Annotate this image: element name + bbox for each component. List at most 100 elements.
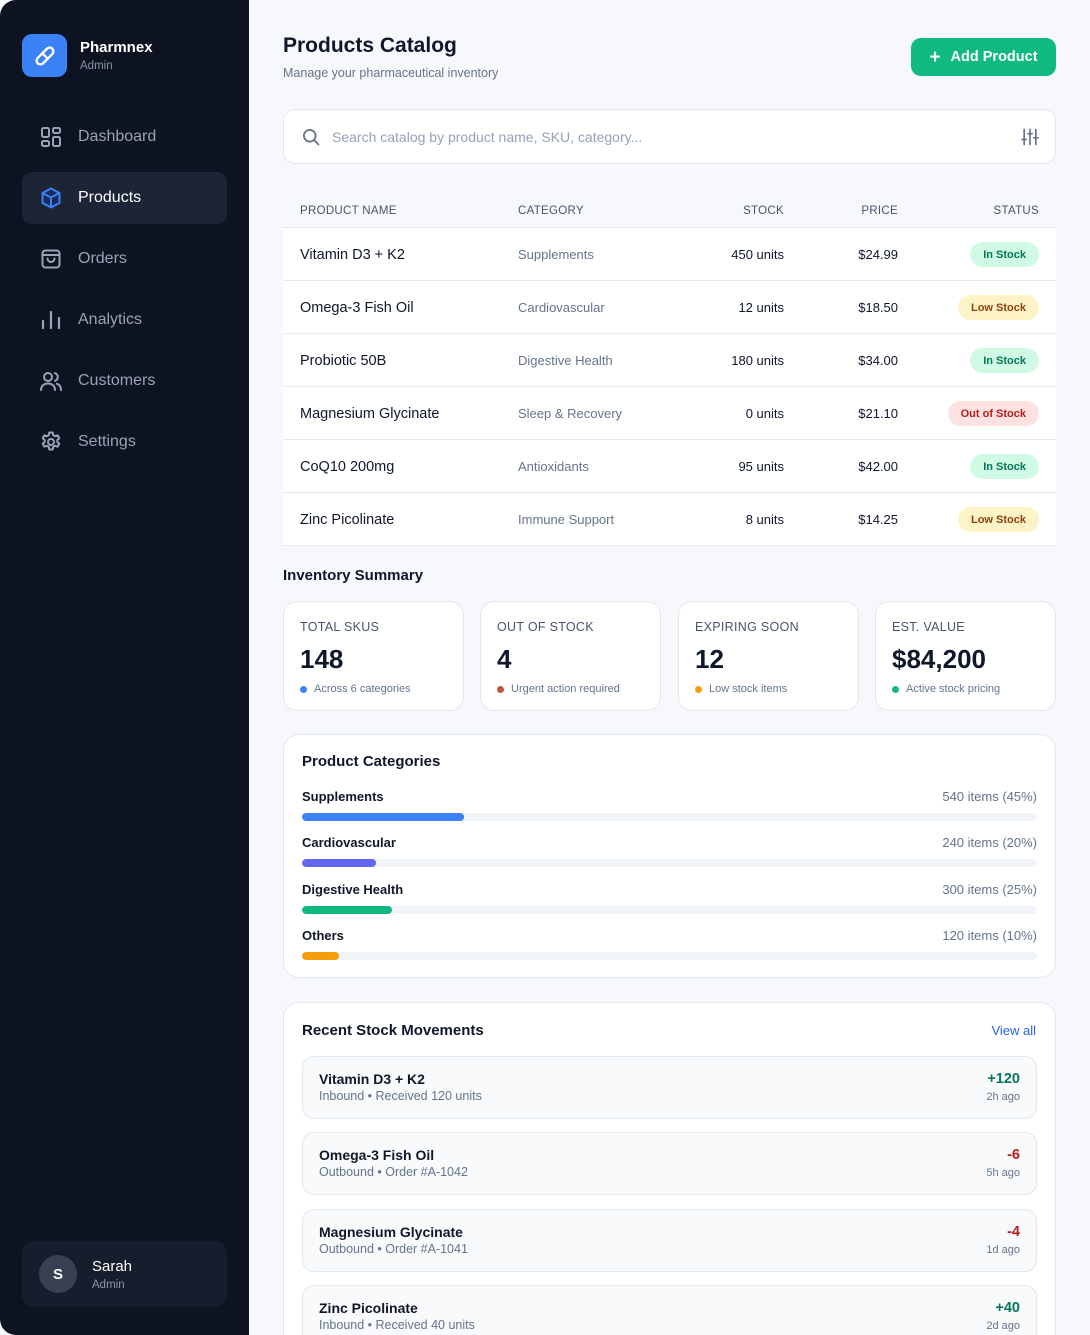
progress-fill — [302, 906, 393, 914]
product-stock: 95 units — [738, 459, 784, 474]
column-header-category[interactable]: CATEGORY — [518, 205, 584, 217]
status-badge: In Stock — [970, 454, 1039, 479]
movement-item[interactable]: Omega-3 Fish Oil Outbound • Order #A-104… — [302, 1132, 1037, 1195]
sidebar-item-analytics[interactable]: Analytics — [22, 294, 227, 346]
status-dot — [892, 685, 899, 693]
column-header-price[interactable]: PRICE — [861, 205, 898, 217]
product-price: $18.50 — [858, 300, 898, 315]
table-row[interactable]: Omega-3 Fish Oil Cardiovascular 12 units… — [283, 281, 1056, 334]
sidebar-item-dashboard[interactable]: Dashboard — [22, 111, 227, 163]
status-badge: In Stock — [970, 348, 1039, 373]
product-name: CoQ10 200mg — [300, 459, 395, 475]
cube-icon — [39, 186, 63, 210]
product-name: Zinc Picolinate — [300, 512, 395, 528]
movement-item[interactable]: Magnesium Glycinate Outbound • Order #A-… — [302, 1209, 1037, 1272]
filter-sliders-icon[interactable] — [1020, 127, 1040, 152]
movement-time: 2d ago — [986, 1320, 1020, 1332]
movement-time: 2h ago — [986, 1091, 1020, 1103]
movement-quantity: -6 — [1007, 1147, 1020, 1163]
stat-label: EXPIRING SOON — [695, 620, 799, 634]
category-count: 540 items (45%) — [942, 789, 1037, 804]
stat-note: Urgent action required — [497, 683, 620, 695]
progress-fill — [302, 859, 376, 867]
movement-detail: Outbound • Order #A-1042 — [319, 1165, 468, 1179]
page-title: Products Catalog — [283, 34, 457, 57]
movement-detail: Inbound • Received 40 units — [319, 1318, 475, 1332]
sidebar-item-label: Products — [78, 189, 142, 206]
product-price: $21.10 — [858, 406, 898, 421]
search-input[interactable] — [332, 124, 992, 150]
column-header-status[interactable]: STATUS — [993, 205, 1039, 217]
stat-note: Low stock items — [695, 683, 787, 695]
stat-note-text: Low stock items — [709, 683, 788, 695]
progress-fill — [302, 952, 339, 960]
sidebar-item-products[interactable]: Products — [22, 172, 227, 224]
category-name: Digestive Health — [302, 882, 404, 897]
sidebar-item-customers[interactable]: Customers — [22, 355, 227, 407]
plus-icon: + — [929, 46, 941, 68]
sidebar-nav: Dashboard Products Orders — [22, 111, 227, 477]
table-row[interactable]: CoQ10 200mg Antioxidants 95 units $42.00… — [283, 440, 1056, 493]
movement-time: 1d ago — [986, 1244, 1020, 1256]
stat-label: EST. VALUE — [892, 620, 965, 634]
category-name: Supplements — [302, 789, 384, 804]
movement-detail: Inbound • Received 120 units — [319, 1089, 482, 1103]
category-count: 300 items (25%) — [942, 882, 1037, 897]
stat-card-out-of-stock: OUT OF STOCK 4 Urgent action required — [480, 601, 661, 711]
table-row[interactable]: Magnesium Glycinate Sleep & Recovery 0 u… — [283, 387, 1056, 440]
progress-track — [302, 906, 1037, 914]
product-stock: 8 units — [745, 512, 784, 527]
table-row[interactable]: Probiotic 50B Digestive Health 180 units… — [283, 334, 1056, 387]
card-title: Recent Stock Movements — [302, 1022, 484, 1039]
progress-track — [302, 813, 1037, 821]
stat-value: 148 — [300, 644, 344, 674]
stat-note-text: Across 6 categories — [314, 683, 411, 695]
users-icon — [39, 369, 63, 393]
product-category: Cardiovascular — [518, 300, 605, 315]
column-header-product-name[interactable]: PRODUCT NAME — [300, 205, 397, 217]
gear-icon — [39, 430, 63, 454]
stat-value: 4 — [497, 644, 512, 674]
sidebar-item-settings[interactable]: Settings — [22, 416, 227, 468]
sidebar-item-label: Dashboard — [78, 128, 157, 145]
stat-card-expiring-soon: EXPIRING SOON 12 Low stock items — [678, 601, 859, 711]
sidebar-item-orders[interactable]: Orders — [22, 233, 227, 285]
user-profile-card[interactable]: S Sarah Admin — [22, 1241, 227, 1307]
products-table: PRODUCT NAME CATEGORY STOCK PRICE STATUS… — [283, 193, 1056, 546]
status-badge: Out of Stock — [947, 401, 1039, 426]
brand-role: Admin — [80, 60, 113, 72]
table-row[interactable]: Zinc Picolinate Immune Support 8 units $… — [283, 493, 1056, 546]
product-name: Magnesium Glycinate — [300, 406, 440, 422]
dashboard-icon — [39, 125, 63, 149]
column-header-stock[interactable]: STOCK — [743, 205, 784, 217]
product-stock: 12 units — [738, 300, 784, 315]
search-icon — [301, 127, 321, 152]
product-category: Supplements — [518, 247, 594, 262]
movement-quantity: +40 — [995, 1300, 1020, 1316]
stat-note-text: Active stock pricing — [906, 683, 1001, 695]
pill-icon — [22, 34, 67, 77]
stat-label: OUT OF STOCK — [497, 620, 594, 634]
status-dot — [300, 685, 307, 693]
movement-item[interactable]: Vitamin D3 + K2 Inbound • Received 120 u… — [302, 1056, 1037, 1119]
stat-note: Active stock pricing — [892, 683, 1000, 695]
add-product-button[interactable]: + Add Product — [911, 38, 1056, 76]
stat-note: Across 6 categories — [300, 683, 411, 695]
category-name: Others — [302, 928, 344, 943]
category-count: 240 items (20%) — [942, 835, 1037, 850]
user-name: Sarah — [92, 1257, 133, 1275]
table-row[interactable]: Vitamin D3 + K2 Supplements 450 units $2… — [283, 228, 1056, 281]
brand[interactable]: Pharmnex Admin — [22, 34, 153, 77]
category-count: 120 items (10%) — [942, 928, 1037, 943]
product-price: $34.00 — [858, 353, 898, 368]
stat-card-total-skus: TOTAL SKUS 148 Across 6 categories — [283, 601, 464, 711]
product-name: Omega-3 Fish Oil — [300, 300, 414, 316]
movement-product: Vitamin D3 + K2 — [319, 1071, 425, 1087]
page-subtitle: Manage your pharmaceutical inventory — [283, 66, 499, 80]
view-all-link[interactable]: View all — [991, 1023, 1036, 1038]
movement-item[interactable]: Zinc Picolinate Inbound • Received 40 un… — [302, 1285, 1037, 1335]
table-header: PRODUCT NAME CATEGORY STOCK PRICE STATUS — [283, 193, 1056, 228]
sidebar-item-label: Settings — [78, 433, 136, 450]
movement-quantity: +120 — [987, 1071, 1020, 1087]
product-price: $42.00 — [858, 459, 898, 474]
